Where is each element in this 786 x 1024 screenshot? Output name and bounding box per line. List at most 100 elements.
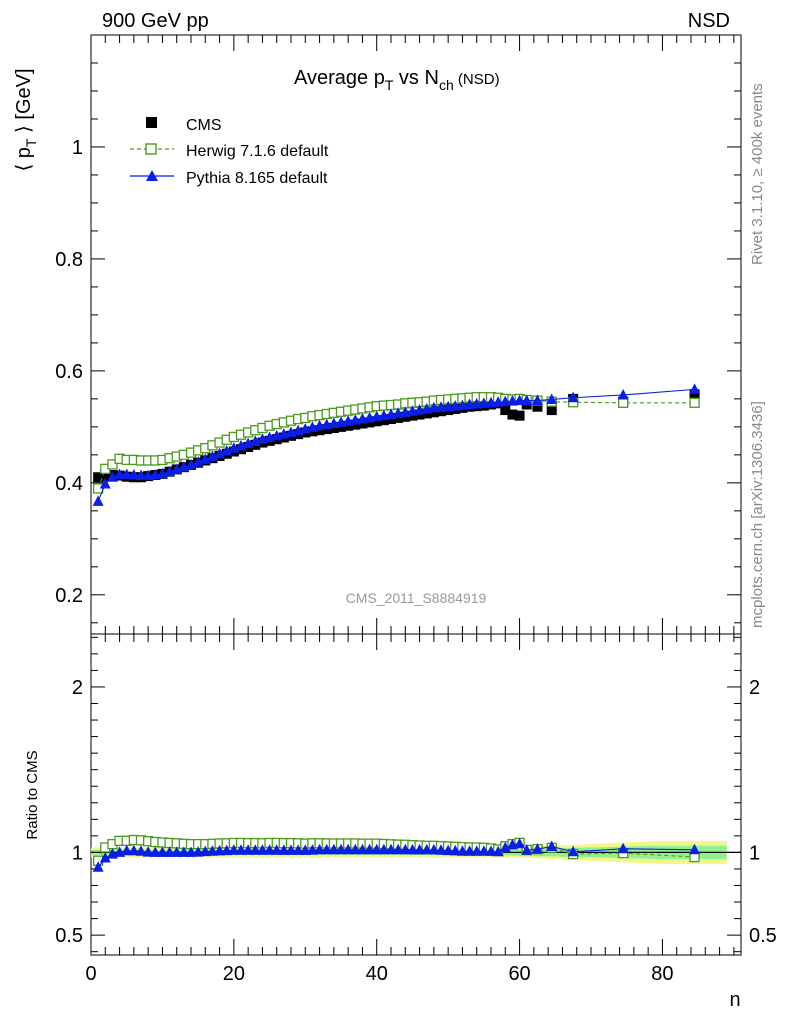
pythia-ratio-point: [299, 844, 311, 855]
x-axis: 0 20 40 60 80: [85, 35, 735, 985]
pythia-ratio-point: [335, 843, 347, 855]
pythia-point: [92, 495, 104, 506]
legend-pythia-marker: [146, 170, 158, 181]
pythia-ratio-point: [142, 846, 154, 857]
pythia-ratio-point: [342, 843, 354, 855]
pythia-ratio-point: [156, 846, 168, 857]
pythia-ratio-point: [242, 844, 254, 855]
herwig-point: [689, 397, 700, 408]
pythia-ratio-point: [178, 846, 190, 857]
plot-title: Average pT vs Nch (NSD): [294, 67, 500, 93]
pythia-point: [521, 394, 533, 406]
pythia-ratio-point: [328, 843, 340, 855]
x-tick-label: 40: [366, 963, 388, 985]
pythia-point: [617, 388, 629, 400]
legend-cms-label: CMS: [186, 117, 222, 134]
pythia-ratio-point: [199, 845, 211, 857]
pythia-point: [206, 450, 218, 462]
pythia-ratio-point: [406, 843, 418, 855]
pythia-point: [114, 468, 126, 479]
x-axis-label: n: [729, 989, 740, 1011]
pythia-ratio-point: [285, 844, 297, 855]
x-tick-label: 20: [223, 963, 245, 985]
pythia-point: [567, 391, 579, 403]
main-ytick-label: 0.8: [55, 249, 83, 271]
herwig-point: [617, 397, 629, 408]
ratio-ytick-label: 0.5: [55, 925, 83, 947]
pythia-ratio-point: [485, 845, 497, 856]
pythia-ratio-point: [99, 852, 111, 863]
x-tick-label: 80: [651, 963, 673, 985]
pythia-ratio-point: [531, 843, 543, 854]
pythia-point: [185, 458, 197, 470]
cms-point: [93, 472, 104, 483]
pythia-point: [192, 456, 204, 467]
pythia-point: [199, 453, 211, 464]
ratio-axis: 0.5 1 2 0.5 1 2: [55, 636, 777, 953]
pythia-ratio-point: [314, 843, 326, 855]
pythia-ratio-point: [278, 844, 290, 855]
pythia-ratio-point: [617, 842, 629, 854]
ratio-ytick-label: 1: [72, 842, 83, 864]
pythia-point: [135, 469, 147, 481]
pythia-ratio-point: [92, 861, 104, 872]
main-data-marks: [92, 383, 701, 506]
pythia-point: [106, 471, 118, 482]
ratio-plot-frame: [90, 633, 742, 956]
pythia-ratio-point: [464, 845, 476, 856]
pythia-ratio-point: [128, 844, 140, 856]
pythia-point: [514, 394, 526, 406]
pythia-ratio-point: [121, 844, 133, 856]
main-axis: 0.2 0.4 0.6 0.8 1: [55, 62, 741, 624]
pythia-ratio-point: [206, 845, 218, 856]
pythia-ratio-point: [235, 844, 247, 855]
ratio-ytick-label-right: 1: [749, 842, 760, 864]
pythia-ratio-point: [221, 844, 233, 856]
pythia-ratio-point: [392, 843, 404, 855]
pythia-ratio-point: [689, 843, 701, 855]
ratio-data-marks: [91, 834, 741, 872]
pythia-point: [546, 393, 558, 404]
process-label: NSD: [688, 10, 730, 32]
pythia-ratio-point: [271, 844, 283, 855]
pythia-ratio-point: [499, 841, 511, 853]
legend-pythia-label: Pythia 8.165 default: [186, 170, 328, 187]
pythia-point: [121, 468, 133, 479]
main-ytick-label: 1: [72, 137, 83, 159]
pythia-ratio-point: [171, 846, 183, 857]
pythia-point: [128, 469, 140, 480]
pythia-ratio-point: [164, 846, 176, 857]
x-tick-label: 60: [508, 963, 530, 985]
pythia-point: [214, 447, 226, 459]
pythia-ratio-point: [546, 840, 558, 851]
pythia-ratio-point: [321, 843, 333, 855]
pythia-ratio-point: [214, 844, 226, 856]
analysis-label: CMS_2011_S8884919: [346, 590, 487, 606]
ratio-ytick-label: 2: [72, 677, 83, 699]
main-ytick-label: 0.4: [55, 473, 83, 495]
pythia-ratio-point: [264, 844, 276, 855]
pythia-ratio-point: [149, 846, 161, 857]
pythia-ratio-point: [364, 843, 376, 855]
pythia-ratio-point: [249, 844, 261, 855]
pythia-ratio-point: [449, 844, 461, 856]
pythia-ratio-point: [228, 844, 240, 855]
pythia-ratio-point: [185, 846, 197, 857]
cms-point: [100, 471, 111, 482]
pythia-ratio-point: [442, 844, 454, 856]
pythia-ratio-point: [371, 843, 383, 855]
ratio-axis-label: Ratio to CMS: [24, 750, 41, 839]
pythia-ratio-point: [256, 844, 268, 855]
main-ytick-label: 0.6: [55, 361, 83, 383]
legend-herwig-marker: [145, 143, 157, 155]
pythia-ratio-point: [521, 844, 533, 855]
energy-label: 900 GeV pp: [102, 10, 209, 32]
ratio-ytick-label-right: 2: [749, 677, 760, 699]
pythia-ratio-point: [378, 843, 390, 855]
cms-point: [546, 405, 557, 416]
pythia-point: [221, 444, 233, 456]
rivet-note: Rivet 3.1.10, ≥ 400k events: [749, 83, 766, 265]
mcplots-note: mcplots.cern.ch [arXiv:1306.3436]: [749, 401, 766, 628]
pythia-point: [99, 477, 111, 489]
pythia-ratio-point: [514, 837, 526, 849]
